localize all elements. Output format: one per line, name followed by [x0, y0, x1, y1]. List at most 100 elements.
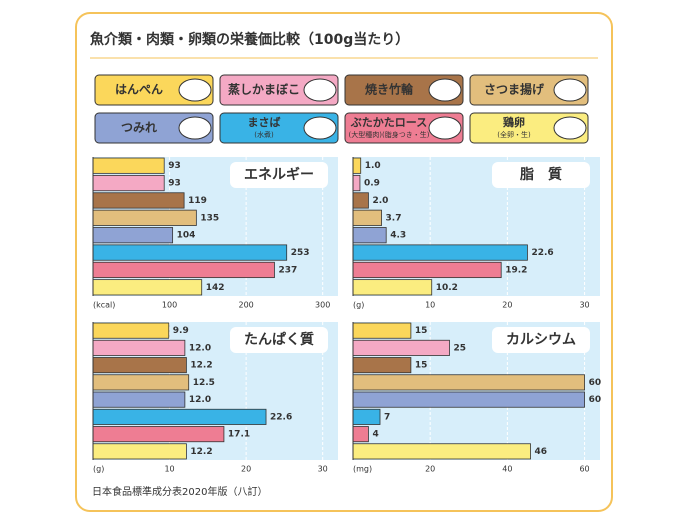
x-tick-label: (g) [353, 301, 364, 310]
legend-icon [553, 78, 587, 102]
x-tick-label: 30 [318, 465, 328, 474]
bar [92, 209, 197, 226]
x-tick-label: 60 [579, 465, 589, 474]
value-label: 19.2 [505, 265, 527, 275]
bar [352, 391, 585, 408]
value-label: 15 [415, 326, 428, 336]
value-label: 4.3 [390, 231, 406, 241]
value-label: 12.0 [189, 395, 211, 405]
value-label: 253 [291, 248, 310, 258]
value-label: 93 [168, 161, 181, 171]
value-label: 119 [188, 196, 207, 206]
bar [92, 322, 170, 339]
value-label: 237 [278, 265, 297, 275]
legend-label: さつま揚げ [484, 82, 545, 97]
x-tick-label: 40 [502, 465, 512, 474]
legend-label: 焼き竹輪 [365, 82, 414, 97]
bar [352, 192, 369, 209]
value-label: 17.1 [228, 430, 250, 440]
value-label: 7 [384, 412, 390, 422]
value-label: 10.2 [436, 283, 458, 293]
legend-icon [303, 116, 337, 140]
bar [92, 426, 225, 443]
panel-title: エネルギー [244, 166, 314, 183]
bar [352, 408, 381, 425]
x-tick-label: 200 [238, 301, 253, 310]
bar [92, 408, 267, 425]
bar [92, 443, 187, 460]
bar [352, 339, 450, 356]
legend-label: 蒸しかまぼこ [228, 82, 300, 97]
bar [92, 174, 165, 192]
legend-icon [178, 78, 212, 102]
bar [352, 174, 361, 192]
title: 魚介類・肉類・卵類の栄養価比較（100g当たり） [90, 31, 409, 48]
bar [352, 279, 433, 296]
bar [92, 227, 174, 244]
legend-icon [178, 116, 212, 140]
legend-note: (全卵・生) [497, 130, 531, 139]
value-label: 46 [535, 447, 548, 457]
x-tick-label: (mg) [353, 465, 372, 474]
bar [92, 357, 187, 374]
value-label: 22.6 [270, 412, 292, 422]
value-label: 25 [453, 343, 466, 353]
panel-title: たんぱく質 [244, 331, 314, 348]
bar [352, 357, 412, 374]
panel-title: 脂 質 [519, 166, 562, 183]
legend-label: まさば [248, 115, 281, 129]
value-label: 12.2 [190, 447, 212, 457]
value-label: 2.0 [372, 196, 388, 206]
bar [92, 391, 186, 408]
value-label: 93 [168, 179, 181, 189]
bar [92, 157, 165, 174]
x-tick-label: 10 [164, 465, 174, 474]
value-label: 4 [372, 430, 378, 440]
bar [92, 339, 186, 356]
bar [352, 261, 502, 279]
value-label: 1.0 [365, 161, 381, 171]
value-label: 9.9 [173, 326, 189, 336]
value-label: 135 [200, 213, 219, 223]
x-tick-label: (g) [93, 465, 104, 474]
x-tick-label: 10 [425, 301, 435, 310]
legend-label: はんぺん [115, 83, 163, 97]
value-label: 22.6 [531, 248, 553, 258]
legend-label: ぶたかたロース [350, 116, 427, 129]
bar [352, 157, 362, 174]
bar [92, 244, 288, 261]
x-tick-label: 20 [241, 465, 251, 474]
legend-label: つみれ [121, 121, 157, 135]
x-tick-label: 30 [579, 301, 589, 310]
x-tick-label: 300 [315, 301, 330, 310]
bar [92, 279, 203, 296]
bar [92, 192, 185, 209]
legend-icon [553, 116, 587, 140]
panel-title-box [230, 327, 328, 353]
bar [92, 261, 275, 279]
legend-icon [428, 116, 462, 140]
bar [352, 322, 412, 339]
bar [352, 227, 387, 244]
value-label: 60 [589, 378, 602, 388]
bar [352, 426, 369, 443]
bar [352, 209, 382, 226]
value-label: 60 [589, 395, 602, 405]
bar [352, 443, 531, 460]
value-label: 3.7 [386, 213, 402, 223]
value-label: 0.9 [364, 179, 380, 189]
x-tick-label: (kcal) [93, 301, 115, 310]
legend-icon [428, 78, 462, 102]
panel-title: カルシウム [506, 332, 576, 348]
x-tick-label: 20 [502, 301, 512, 310]
value-label: 12.2 [190, 361, 212, 371]
value-label: 12.0 [189, 343, 211, 353]
legend-icon [303, 78, 337, 102]
value-label: 104 [177, 231, 196, 241]
legend-label: 鶏卵 [503, 115, 525, 129]
value-label: 12.5 [193, 378, 215, 388]
bar [352, 374, 585, 391]
value-label: 15 [415, 361, 428, 371]
bar [352, 244, 528, 261]
